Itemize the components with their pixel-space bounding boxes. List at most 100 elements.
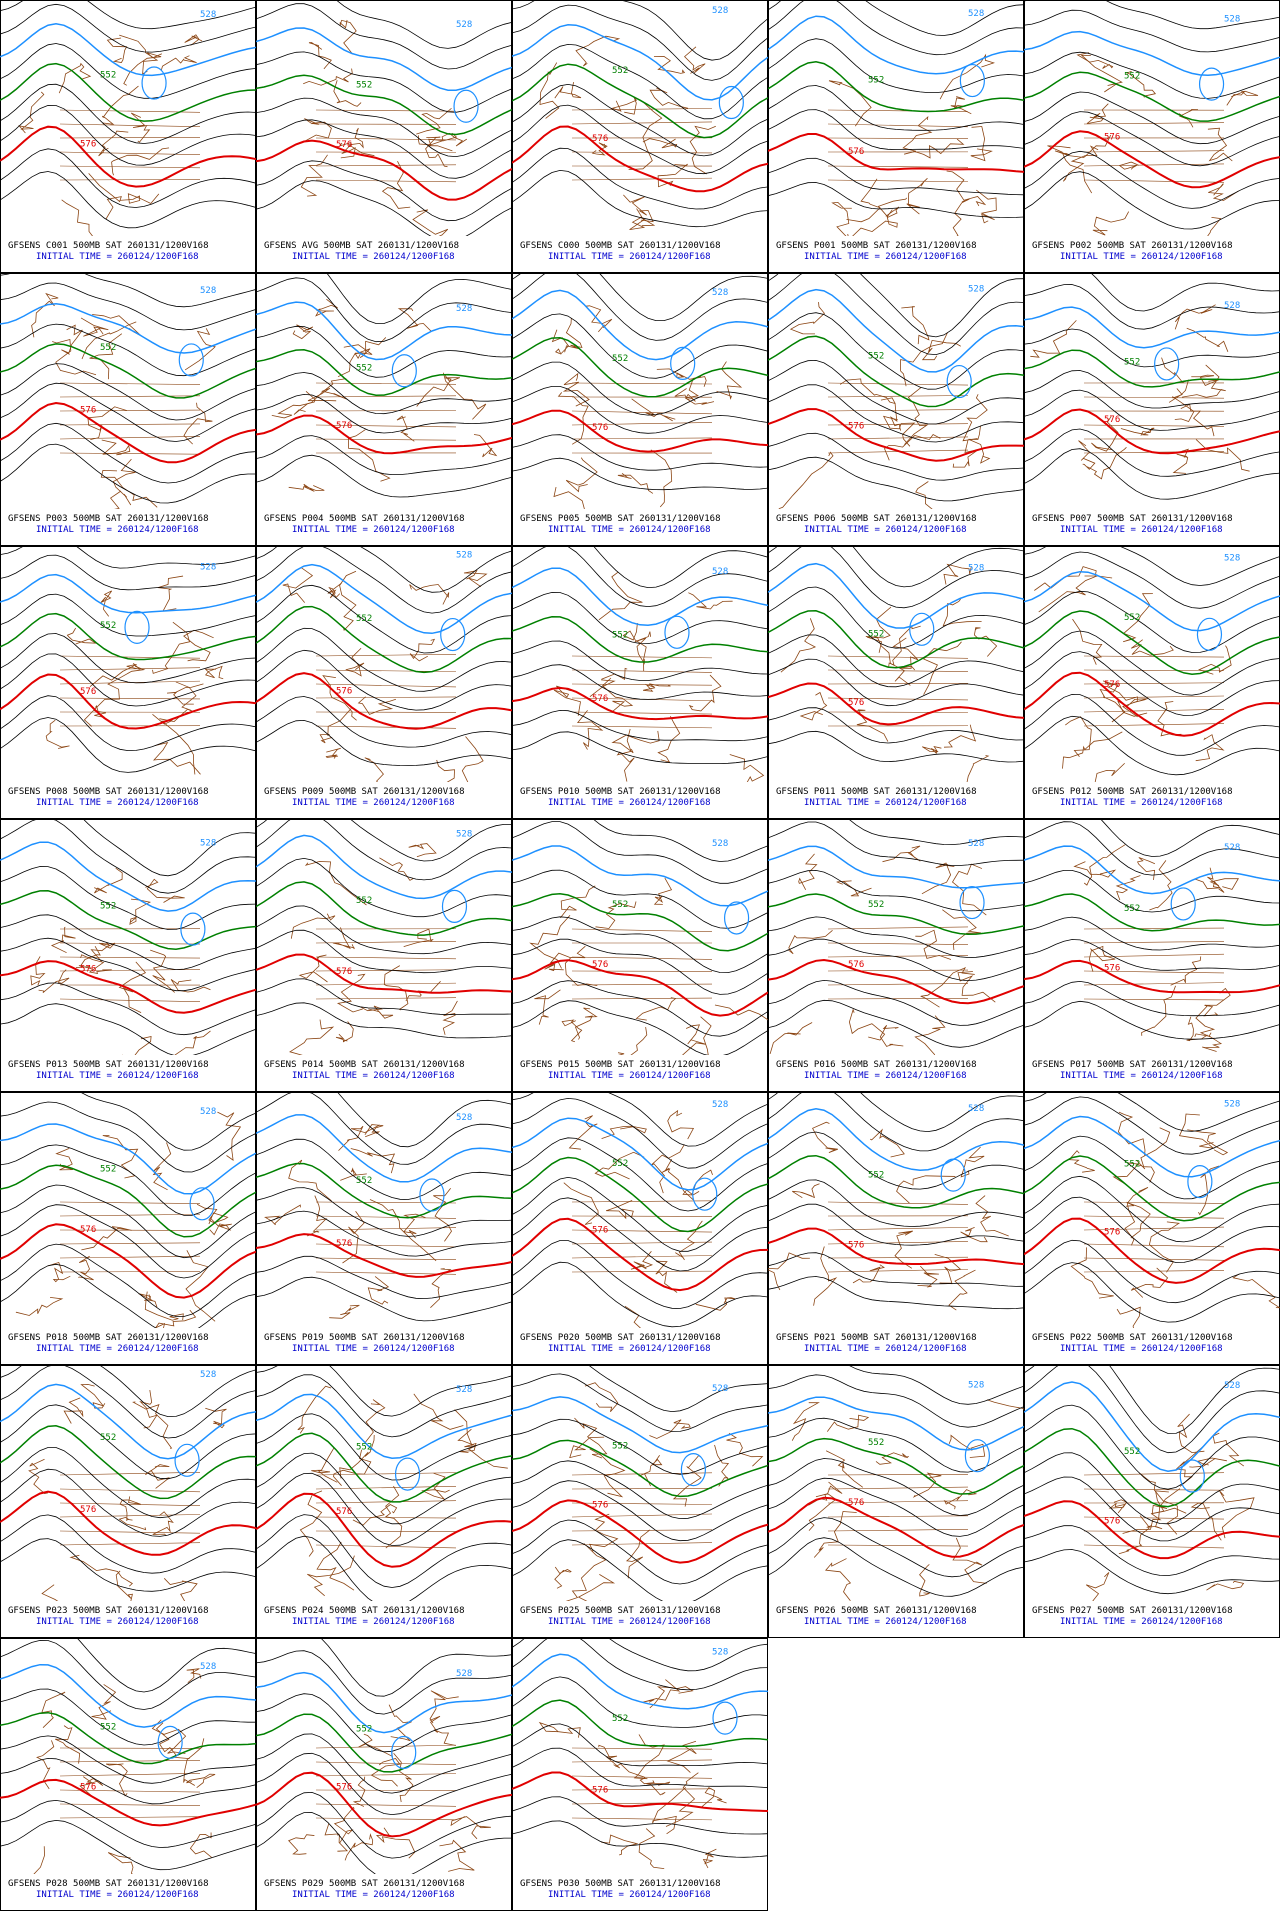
coastline: [656, 368, 707, 387]
panel-border: [768, 546, 1024, 819]
coastline: [1146, 1488, 1181, 1530]
border-line: [571, 108, 713, 111]
initial-time: INITIAL TIME = 260124/1200F168: [36, 1071, 199, 1081]
panel-border: [256, 273, 512, 546]
coastline: [684, 376, 702, 402]
coastline: [666, 1740, 697, 1773]
panel-title: GFSENS AVG 500MB SAT 260131/1200V168: [264, 241, 459, 251]
height-contour: [1024, 870, 1280, 913]
coastline: [642, 138, 678, 149]
height-contour: [768, 634, 1024, 688]
contour-label: 552: [356, 1724, 372, 1734]
coastline: [870, 1128, 905, 1158]
height-contour: [0, 1711, 256, 1765]
height-contour: [1024, 1115, 1280, 1178]
border-line: [827, 423, 969, 426]
contour-label: 576: [1104, 415, 1120, 425]
height-contour: [0, 1365, 256, 1418]
coastline: [655, 1260, 678, 1293]
coastline: [900, 332, 948, 387]
coastline: [336, 973, 366, 1013]
height-contour: [256, 1693, 512, 1753]
coastline: [340, 1167, 367, 1181]
height-contour: [512, 1137, 768, 1212]
coastline: [1189, 1457, 1227, 1468]
panel-title: GFSENS P025 500MB SAT 260131/1200V168: [520, 1606, 720, 1616]
coastline: [123, 52, 163, 86]
contour-label: 528: [456, 1669, 472, 1679]
border-line: [1083, 669, 1225, 671]
border-line: [827, 123, 969, 128]
coastline: [364, 757, 384, 782]
initial-time: INITIAL TIME = 260124/1200F168: [1060, 798, 1223, 808]
height-contour: [768, 707, 1024, 744]
height-contour: [256, 1472, 512, 1546]
height-contour: [256, 605, 512, 674]
height-contour: [768, 1496, 1024, 1558]
border-line: [315, 424, 457, 428]
closed-low: [680, 1453, 707, 1487]
height-contour: [512, 709, 768, 742]
panel: 528 552 576 GFSENS P016 500MB SAT 260131/12…: [768, 819, 1024, 1092]
coastline: [33, 1846, 45, 1874]
height-contour: [0, 1778, 256, 1827]
height-contour: [256, 1535, 512, 1601]
border-line: [315, 1227, 457, 1231]
border-line: [59, 1514, 201, 1518]
height-contour: [256, 1233, 512, 1278]
panel-title: GFSENS P011 500MB SAT 260131/1200V168: [776, 787, 976, 797]
coastline: [217, 1111, 242, 1161]
height-contour: [512, 63, 768, 139]
contour-label: 552: [356, 896, 372, 906]
panel-title: GFSENS P028 500MB SAT 260131/1200V168: [8, 1879, 208, 1889]
height-contour: [512, 1373, 768, 1432]
contour-label: 552: [1124, 1160, 1140, 1170]
coastline: [880, 397, 901, 431]
coastline: [412, 209, 449, 236]
coastline: [1068, 1150, 1095, 1173]
coastline: [369, 1199, 437, 1262]
panel-border: [512, 546, 768, 819]
height-contour: [0, 653, 256, 707]
contour-label: 528: [712, 288, 728, 298]
panel-border: [256, 0, 512, 273]
map: 528 552 576: [1024, 1365, 1280, 1601]
coastline: [316, 1541, 355, 1591]
coastline: [1195, 734, 1225, 762]
height-contour: [1024, 1135, 1280, 1200]
panel: 528 552 576 GFSENS P029 500MB SAT 260131/12…: [256, 1638, 512, 1911]
height-contour: [768, 1108, 1024, 1171]
height-contour: [512, 664, 768, 700]
height-contour: [1024, 1525, 1280, 1577]
closed-low: [391, 354, 417, 388]
height-contour: [512, 83, 768, 157]
contour-label: 576: [592, 1785, 608, 1795]
height-contour: [768, 546, 1024, 609]
contour-label: 576: [848, 421, 864, 431]
border-line: [59, 382, 201, 385]
coastline: [970, 126, 993, 162]
coastline: [968, 425, 991, 464]
closed-low: [959, 885, 985, 920]
height-contour: [256, 546, 512, 593]
contour-label: 552: [868, 900, 884, 910]
coastline: [799, 691, 828, 721]
coastline: [342, 1211, 365, 1264]
height-contour: [256, 819, 512, 862]
height-contour: [512, 1653, 768, 1710]
height-contour: [256, 74, 512, 136]
closed-low: [189, 1187, 215, 1221]
map: 528 552 576: [512, 1638, 768, 1869]
coastline: [1102, 680, 1138, 718]
height-contour: [768, 1458, 1024, 1516]
contour-label: 552: [1124, 357, 1140, 367]
height-contour: [512, 169, 768, 228]
border-line: [315, 1500, 457, 1504]
border-line: [827, 1515, 969, 1518]
height-contour: [0, 1468, 256, 1537]
height-contour: [1024, 9, 1280, 53]
coastline: [901, 306, 930, 345]
height-contour: [256, 180, 512, 236]
height-contour: [768, 1092, 1024, 1133]
map: 528 552 576: [768, 1092, 1024, 1311]
